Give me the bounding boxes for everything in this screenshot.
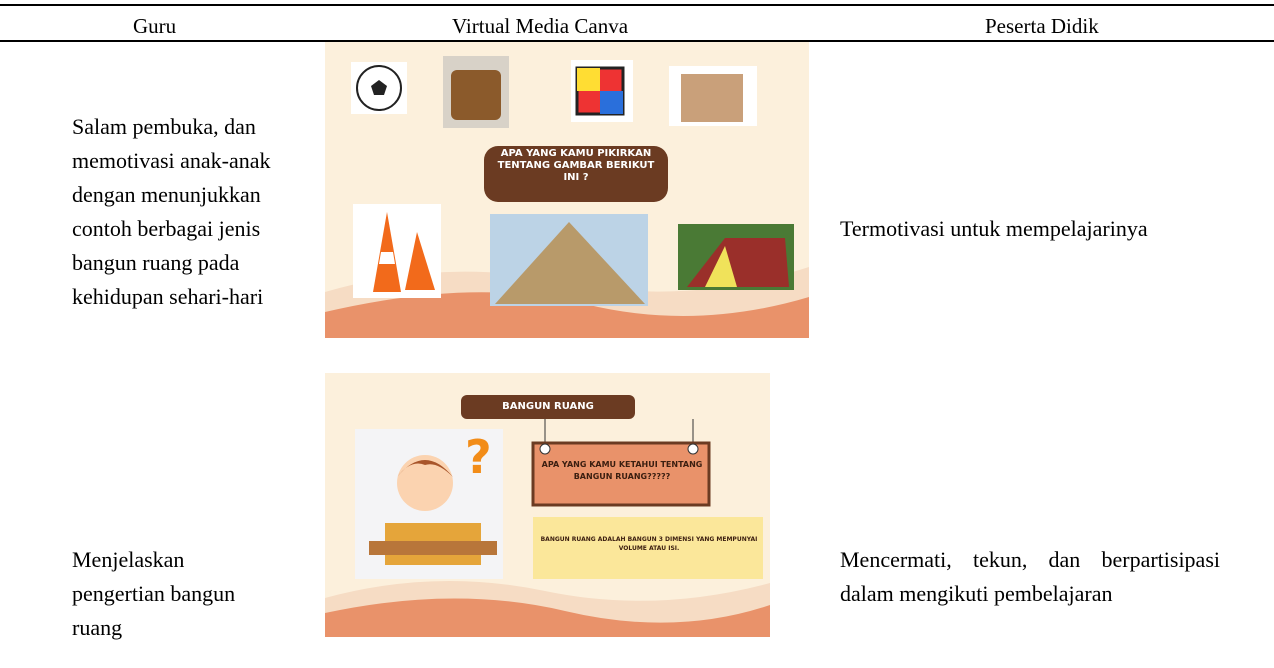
peserta-text: Mencermati, tekun, dan berpartisipasi da…: [840, 547, 1220, 606]
guru-text: Menjelaskan pengertian bangun ruang: [72, 547, 236, 640]
slide-2-definition: BANGUN RUANG ADALAH BANGUN 3 DIMENSI YAN…: [540, 536, 758, 552]
slide-2-question: APA YANG KAMU KETAHUI TENTANG BANGUN RUA…: [541, 460, 703, 481]
top-rule: [0, 4, 1274, 6]
slide-2: ? BANGUN RUANG APA YANG KAMU KETAHUI TEN…: [325, 373, 770, 637]
header-rule: [0, 40, 1274, 42]
slide-1: APA YANG KAMU PIKIRKAN TENTANG GAMBAR BE…: [325, 42, 809, 338]
header-media: Virtual Media Canva: [452, 14, 629, 38]
slide-2-title: BANGUN RUANG: [502, 401, 594, 412]
peserta-text: Termotivasi untuk mempelajarinya: [840, 216, 1148, 241]
header-peserta: Peserta Didik: [985, 14, 1099, 38]
slide-1-banner: APA YANG KAMU PIKIRKAN TENTANG GAMBAR BE…: [497, 148, 655, 183]
guru-text: Salam pembuka, dan memotivasi anak-anak …: [72, 114, 271, 309]
svg-text:?: ?: [465, 430, 492, 484]
header-guru: Guru: [133, 14, 177, 38]
slide-1-art: [325, 56, 809, 338]
slide-2-art: ?: [325, 395, 770, 637]
